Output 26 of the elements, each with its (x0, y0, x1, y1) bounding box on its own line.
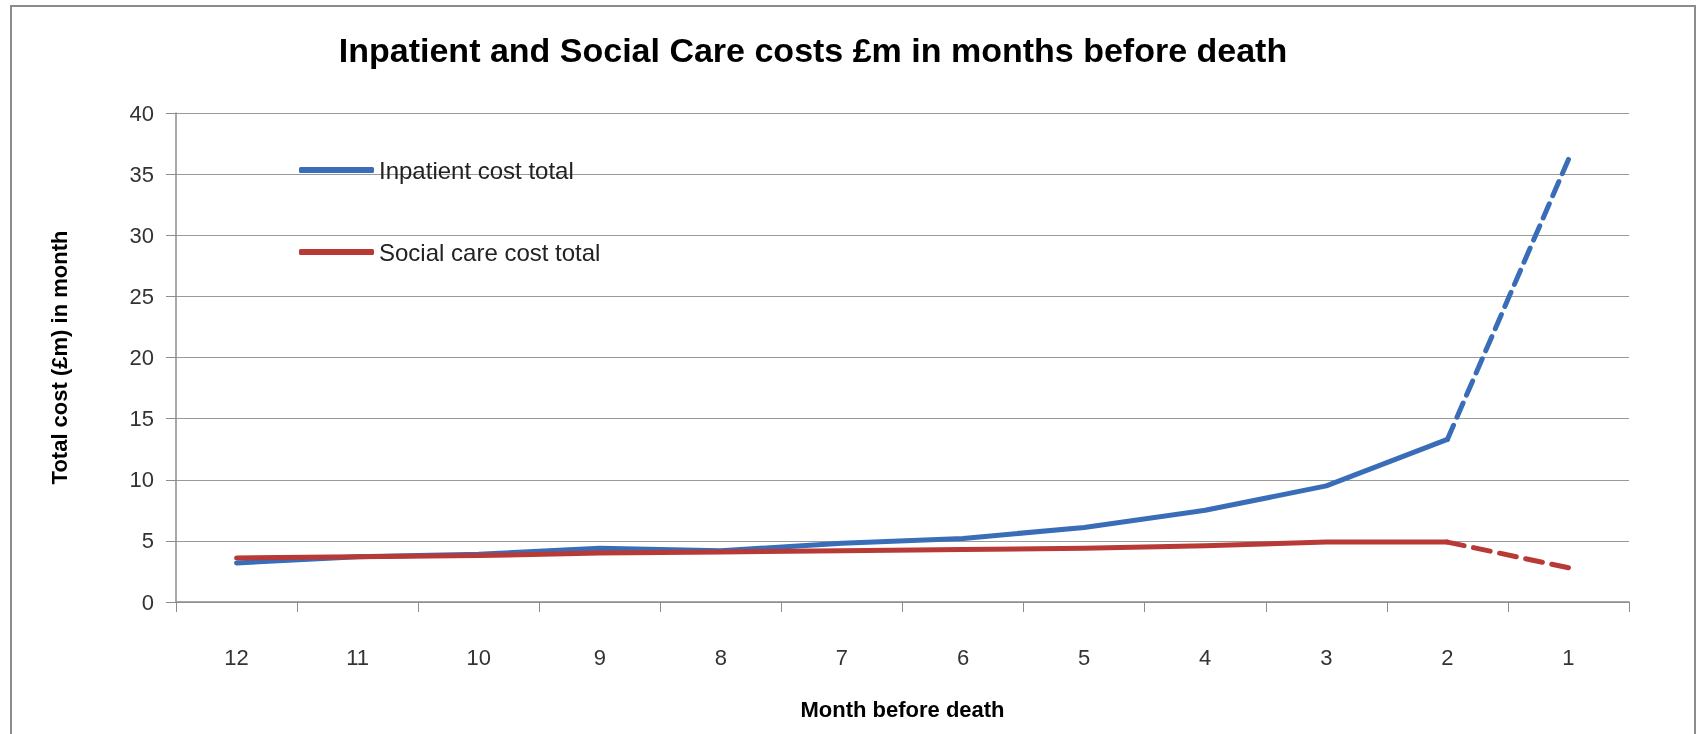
y-tick-label: 25 (129, 283, 154, 309)
x-tick-label: 7 (835, 644, 849, 670)
x-tick-label: 8 (714, 644, 727, 670)
legend-label: Social care cost total (379, 238, 601, 266)
y-tick-label: 40 (129, 100, 154, 126)
x-tick-label: 2 (1441, 644, 1454, 670)
x-tick-label: 9 (593, 644, 606, 670)
y-tick-label: 35 (129, 161, 154, 187)
chart-title: Inpatient and Social Care costs £m in months before death (338, 31, 1288, 69)
x-tick-label: 12 (224, 644, 249, 670)
x-axis-title: Month before death (800, 696, 1005, 722)
y-tick-label: 20 (129, 345, 154, 370)
legend-label: Inpatient cost total (379, 156, 574, 184)
x-tick-label: 3 (1320, 644, 1333, 670)
y-tick-label: 5 (141, 528, 154, 554)
y-tick-label: 30 (129, 222, 154, 248)
y-axis-title: Total cost (£m) in month (46, 230, 72, 485)
x-tick-label: 5 (1078, 644, 1091, 670)
x-tick-label: 1 (1562, 644, 1575, 670)
x-tick-label: 6 (956, 644, 970, 670)
y-tick-label: 15 (129, 406, 154, 432)
x-tick-label: 11 (346, 644, 370, 670)
y-tick-label: 10 (129, 467, 154, 493)
y-tick-label: 0 (141, 589, 154, 615)
x-tick-label: 10 (466, 644, 491, 670)
x-tick-label: 4 (1199, 644, 1212, 670)
